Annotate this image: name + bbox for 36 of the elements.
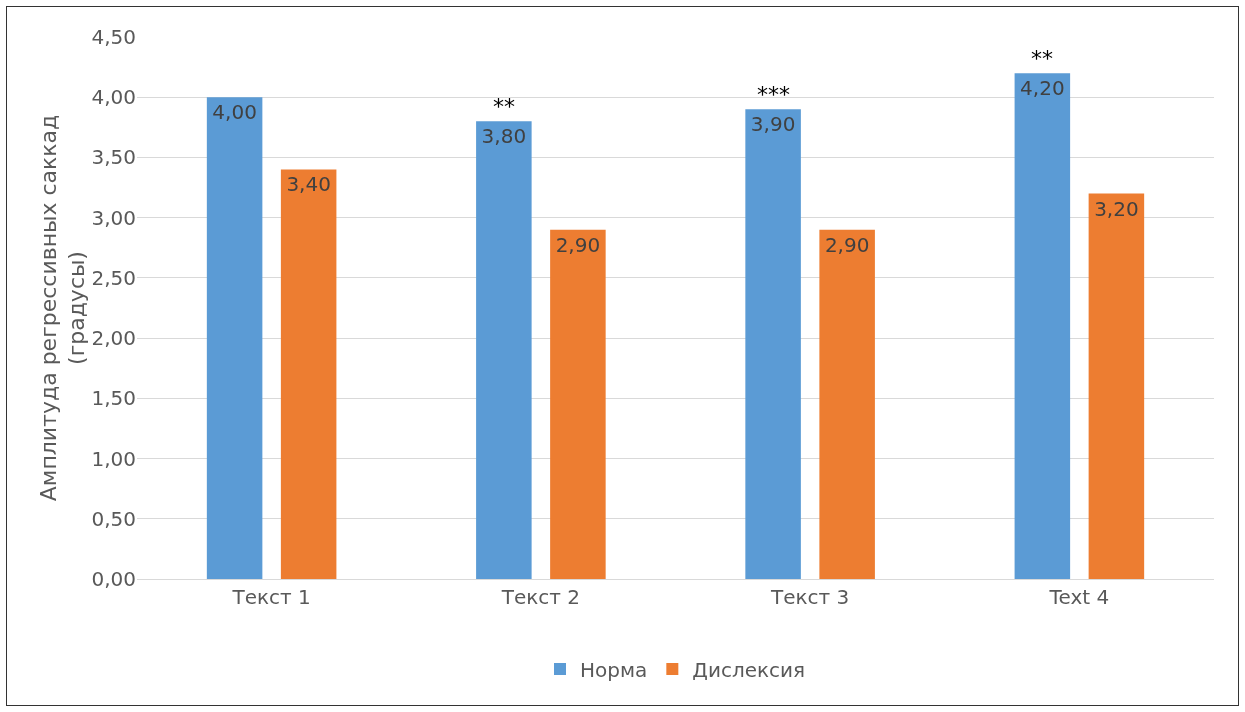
y-tick-label: 4,00 (91, 85, 136, 110)
data-label: 2,90 (824, 232, 870, 257)
x-tick-label: Текст 3 (769, 585, 850, 609)
bar (280, 169, 337, 579)
bar (476, 121, 532, 579)
data-label: 3,40 (286, 172, 331, 197)
annotation: *** (757, 82, 790, 107)
data-label: 2,90 (555, 232, 601, 257)
data-label: 3,90 (750, 112, 796, 137)
legend-label: Норма (580, 657, 648, 682)
bar (1088, 193, 1145, 579)
y-tick-label: 2,50 (91, 265, 136, 290)
y-tick-label: 0,00 (91, 567, 136, 591)
y-tick-label: 1,50 (91, 386, 136, 411)
y-axis-title: Амплитуда регрессивных саккад (градусы) (35, 114, 90, 502)
y-tick-label: 1,00 (91, 446, 136, 471)
data-label: 3,20 (1094, 196, 1139, 221)
bar (206, 97, 263, 579)
annotation: ** (1031, 46, 1053, 71)
legend-label: Дислексия (692, 657, 806, 682)
x-tick-label: Текст 1 (231, 585, 311, 609)
data-label: 4,20 (1020, 76, 1065, 101)
x-tick-label: Text 4 (1048, 585, 1110, 609)
bar (1014, 73, 1071, 579)
data-label: 3,80 (481, 124, 527, 149)
y-tick-label: 3,50 (91, 145, 136, 170)
annotation: ** (493, 94, 515, 119)
y-tick-label: 4,50 (91, 25, 136, 49)
data-label: 4,00 (212, 100, 257, 125)
x-tick-label: Текст 2 (500, 585, 581, 609)
bar (550, 229, 606, 579)
bar (819, 229, 875, 579)
y-tick-label: 2,00 (91, 326, 136, 351)
bar (745, 109, 801, 579)
y-tick-label: 0,50 (91, 506, 136, 531)
y-tick-label: 3,00 (91, 205, 136, 230)
